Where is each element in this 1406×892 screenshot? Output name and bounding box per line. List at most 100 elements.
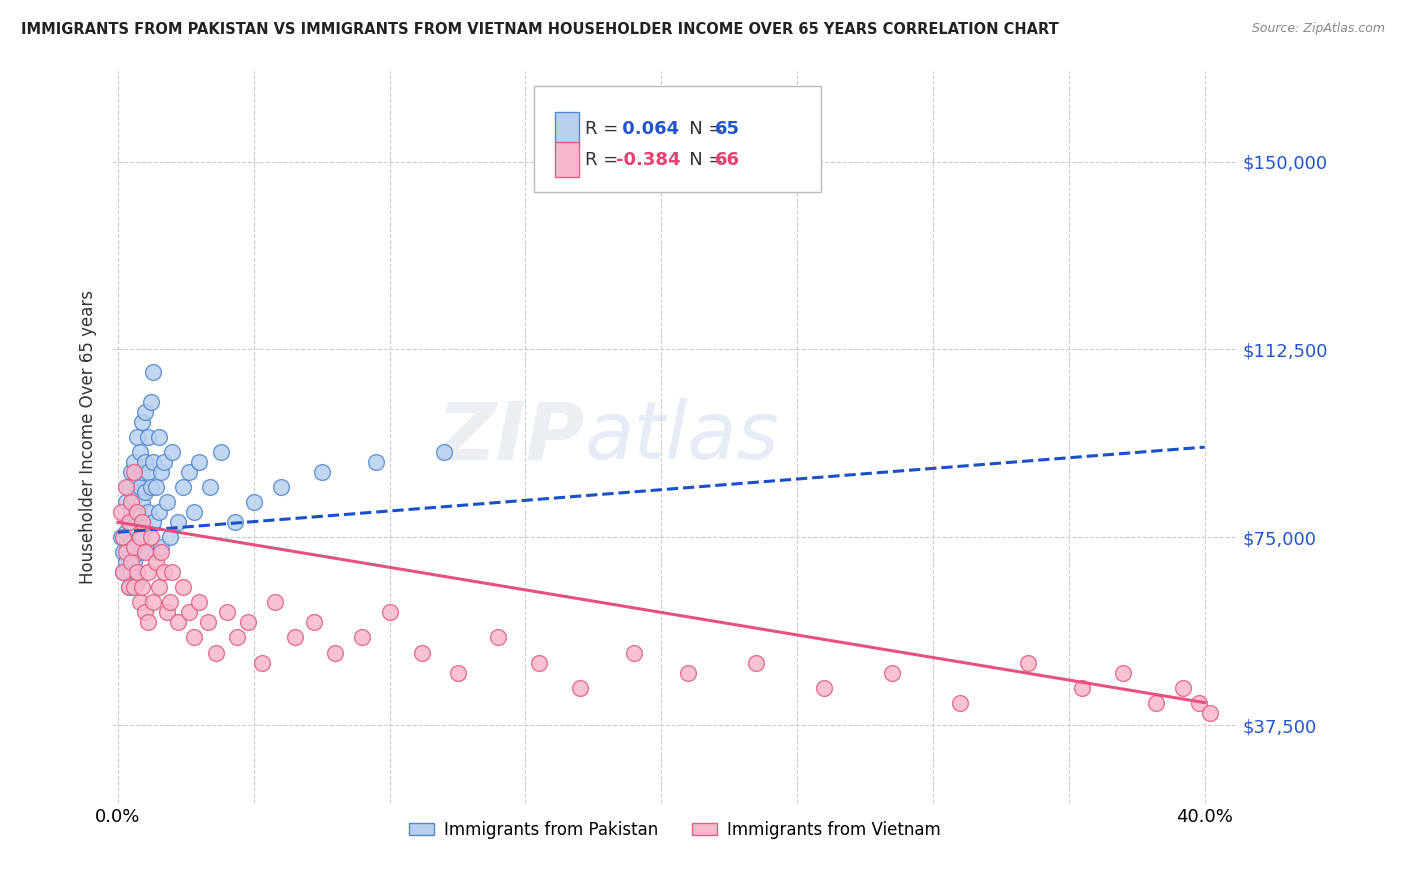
Point [118, 515, 141, 529]
Point [215, 606, 238, 620]
Point [1144, 696, 1167, 710]
Point [134, 405, 156, 419]
Text: atlas: atlas [585, 398, 780, 476]
Y-axis label: Householder Income Over 65 years: Householder Income Over 65 years [79, 290, 97, 584]
Point [136, 615, 159, 630]
Point [162, 445, 184, 459]
Point [283, 631, 305, 645]
Point [134, 455, 156, 469]
Point [125, 566, 148, 580]
Point [134, 606, 156, 620]
Point [121, 505, 143, 519]
Point [125, 575, 148, 590]
Point [209, 445, 232, 459]
Point [527, 656, 550, 670]
Point [200, 480, 222, 494]
Point [139, 395, 162, 409]
Point [224, 515, 246, 529]
Point [745, 656, 768, 670]
Point [156, 495, 179, 509]
Point [122, 520, 145, 534]
Legend: Immigrants from Pakistan, Immigrants from Vietnam: Immigrants from Pakistan, Immigrants fro… [402, 814, 948, 846]
Point [110, 530, 132, 544]
Point [121, 535, 143, 549]
Point [150, 541, 173, 555]
Point [128, 595, 150, 609]
Point [125, 505, 148, 519]
Point [112, 530, 135, 544]
Point [115, 480, 138, 494]
Point [131, 415, 153, 429]
Point [128, 445, 150, 459]
Point [128, 510, 150, 524]
Point [150, 465, 173, 479]
Point [115, 495, 138, 509]
Point [882, 665, 904, 680]
Point [156, 606, 179, 620]
Point [188, 595, 211, 609]
Point [139, 480, 162, 494]
Point [128, 480, 150, 494]
Point [145, 555, 167, 569]
Point [188, 455, 211, 469]
Point [311, 465, 333, 479]
Point [1071, 681, 1094, 695]
Point [136, 465, 159, 479]
Point [159, 595, 181, 609]
Text: 66: 66 [716, 151, 741, 169]
Point [302, 615, 325, 630]
Point [118, 580, 141, 594]
Point [118, 580, 141, 594]
Text: N =: N = [672, 120, 728, 138]
Point [183, 505, 205, 519]
Point [112, 566, 135, 580]
Point [148, 505, 170, 519]
Point [238, 615, 260, 630]
Text: N =: N = [672, 151, 728, 169]
Point [148, 580, 170, 594]
Text: 0.064: 0.064 [616, 120, 679, 138]
Point [411, 646, 433, 660]
Point [136, 566, 159, 580]
Point [813, 681, 835, 695]
Point [128, 530, 150, 544]
Point [122, 465, 145, 479]
Point [162, 566, 184, 580]
Point [145, 480, 167, 494]
Text: Source: ZipAtlas.com: Source: ZipAtlas.com [1251, 22, 1385, 36]
Text: ZIP: ZIP [437, 398, 585, 476]
Point [121, 566, 143, 580]
Point [115, 525, 138, 540]
Point [131, 530, 153, 544]
Point [122, 541, 145, 555]
Point [112, 566, 135, 580]
Point [128, 545, 150, 559]
Point [131, 495, 153, 509]
Text: R =: R = [585, 151, 624, 169]
Point [172, 580, 194, 594]
Point [153, 455, 176, 469]
Point [125, 430, 148, 444]
Text: 65: 65 [716, 120, 741, 138]
Point [122, 580, 145, 594]
Point [125, 541, 148, 555]
Point [142, 455, 165, 469]
Point [204, 646, 226, 660]
Point [121, 465, 143, 479]
Point [197, 615, 219, 630]
Point [352, 631, 374, 645]
Point [623, 646, 645, 660]
Point [131, 465, 153, 479]
Point [568, 681, 591, 695]
Point [145, 545, 167, 559]
Point [486, 631, 509, 645]
Point [270, 480, 292, 494]
Point [134, 545, 156, 559]
Point [125, 505, 148, 519]
Point [1112, 665, 1135, 680]
Point [323, 646, 346, 660]
Point [148, 430, 170, 444]
Point [433, 445, 456, 459]
Point [134, 520, 156, 534]
Text: -0.384: -0.384 [616, 151, 681, 169]
